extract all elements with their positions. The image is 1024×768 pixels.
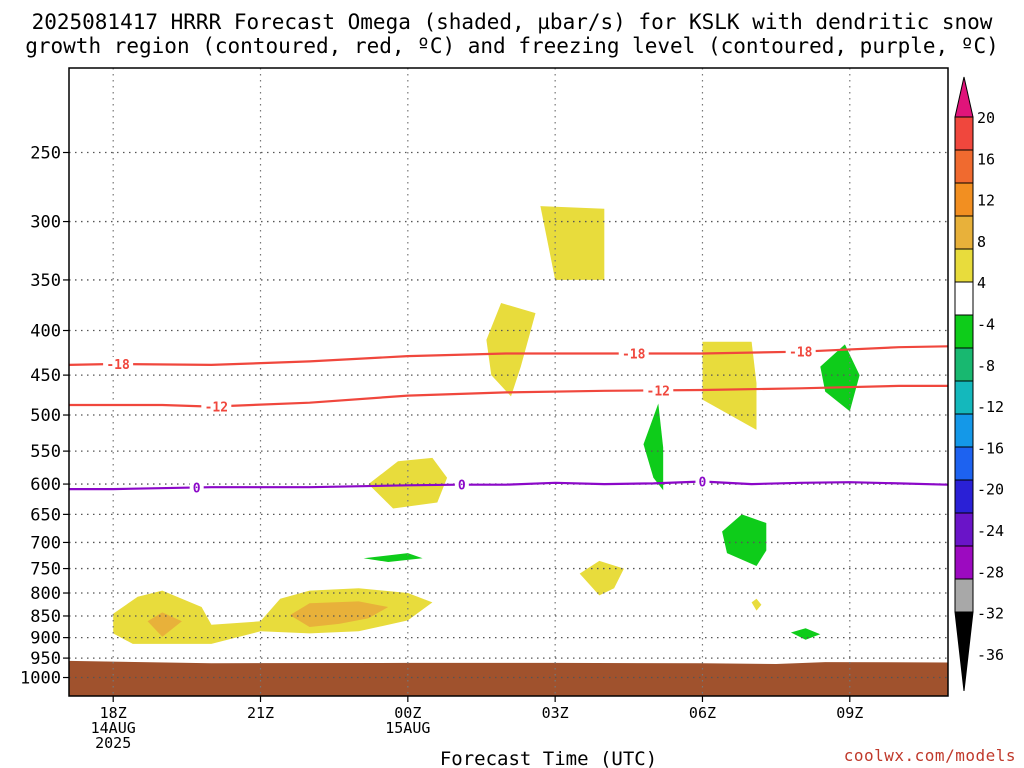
contour-label--18: -18 (622, 347, 646, 362)
colorbar-segment (954, 116, 974, 151)
colorbar-label: -36 (977, 646, 1004, 664)
colorbar-segment (954, 446, 974, 481)
x-tick-label: 18Z (100, 704, 127, 722)
colorbar-label: -8 (977, 357, 995, 375)
contour-label--18: -18 (106, 358, 130, 373)
y-tick-label: 600 (30, 475, 61, 495)
contour-line--12 (69, 384, 948, 408)
y-tick-label: 350 (30, 271, 61, 291)
x-tick-label: 15AUG (385, 719, 430, 737)
y-tick-label: 900 (30, 629, 61, 649)
website-credit[interactable]: coolwx.com/models (843, 746, 1016, 765)
colorbar-segment (954, 413, 974, 448)
contour-label-bg (695, 474, 710, 489)
contour-label-bg (454, 477, 469, 492)
colorbar-label: -12 (977, 398, 1004, 416)
omega-shaded-region-5 (751, 598, 762, 611)
omega-shaded-region-9 (643, 403, 664, 491)
colorbar-label: -20 (977, 481, 1004, 499)
omega-shaded-region-2 (702, 341, 757, 430)
omega-shaded-region-1 (486, 303, 536, 397)
contour-label-bg (103, 357, 134, 372)
contour-label-bg (643, 383, 674, 398)
colorbar-segment (954, 545, 974, 580)
contour-label-bg (785, 344, 816, 359)
colorbar-segment (954, 578, 974, 613)
colorbar-segment (954, 380, 974, 415)
y-tick-label: 250 (30, 144, 61, 164)
y-tick-label: 850 (30, 607, 61, 627)
colorbar-label: 16 (977, 150, 995, 168)
omega-shaded-region-7 (147, 612, 182, 637)
y-tick-label: 700 (30, 533, 61, 553)
y-tick-label: 550 (30, 442, 61, 462)
colorbar-segment (954, 512, 974, 547)
chart-title-line-2: growth region (contoured, red, ºC) and f… (25, 34, 999, 58)
x-tick-label: 21Z (247, 704, 274, 722)
colorbar-label: 20 (977, 109, 995, 127)
x-axis-label: Forecast Time (UTC) (440, 748, 657, 768)
omega-shaded-region-4 (579, 560, 624, 596)
y-tick-label: 750 (30, 560, 61, 580)
y-tick-label: 650 (30, 505, 61, 525)
colorbar: 20 16 12 8 4 -4 -8 -12 -16 -20 -24 -28 -32 -36 (954, 76, 1004, 692)
colorbar-label: -24 (977, 522, 1004, 540)
colorbar-label: 8 (977, 233, 986, 251)
omega-shaded-region-8 (290, 601, 389, 627)
contour-label-bg (201, 399, 232, 414)
omega-shaded-region-0 (540, 206, 605, 280)
contour-label-0: 0 (458, 479, 466, 494)
x-tick-label: 03Z (542, 704, 569, 722)
omega-shaded-region-11 (722, 514, 767, 566)
chart-title-line-1: 2025081417 HRRR Forecast Omega (shaded, … (31, 10, 993, 34)
colorbar-segment (954, 248, 974, 283)
colorbar-label: 12 (977, 192, 995, 210)
colorbar-label: -4 (977, 316, 995, 334)
colorbar-label: -28 (977, 563, 1004, 581)
plot-area: -18 -18 -18 -12 -12 0 0 0 250 300 350 400 450 500 550 6… (20, 67, 949, 768)
colorbar-bottom-arrow (954, 611, 974, 692)
colorbar-label: -16 (977, 439, 1004, 457)
y-tick-label: 300 (30, 213, 61, 233)
x-tick-label: 09Z (836, 704, 863, 722)
contour-label-0: 0 (699, 476, 707, 491)
y-tick-label: 400 (30, 322, 61, 342)
y-tick-label: 450 (30, 366, 61, 386)
colorbar-segment (954, 281, 974, 316)
x-tick-label: 2025 (95, 734, 131, 752)
contour-label--12: -12 (647, 384, 670, 399)
colorbar-segment (954, 314, 974, 349)
contour-label-bg (189, 480, 204, 495)
colorbar-label: -32 (977, 605, 1004, 623)
contour-line--18 (68, 345, 949, 366)
x-tick-label: 00Z (394, 704, 421, 722)
terrain-ground (69, 660, 948, 696)
colorbar-segment (954, 479, 974, 514)
colorbar-segment (954, 347, 974, 382)
omega-shaded-region-10 (820, 344, 860, 412)
colorbar-segment (954, 215, 974, 250)
y-tick-label: 1000 (20, 669, 61, 689)
y-tick-label: 800 (30, 584, 61, 604)
contour-label-bg (618, 346, 649, 361)
contour-label-0: 0 (193, 481, 201, 496)
y-tick-label: 950 (30, 649, 61, 669)
colorbar-segment (954, 182, 974, 217)
contour-label--12: -12 (205, 400, 228, 415)
contour-line-0 (69, 480, 949, 491)
colorbar-top-arrow (954, 76, 974, 118)
colorbar-segment (954, 149, 974, 184)
x-tick-label: 14AUG (91, 719, 136, 737)
colorbar-label: 4 (977, 274, 986, 292)
plot-frame (68, 67, 949, 697)
omega-shaded-region-13 (790, 628, 821, 640)
x-tick-label: 06Z (689, 704, 716, 722)
y-tick-label: 500 (30, 406, 61, 426)
contour-label--18: -18 (789, 346, 813, 361)
